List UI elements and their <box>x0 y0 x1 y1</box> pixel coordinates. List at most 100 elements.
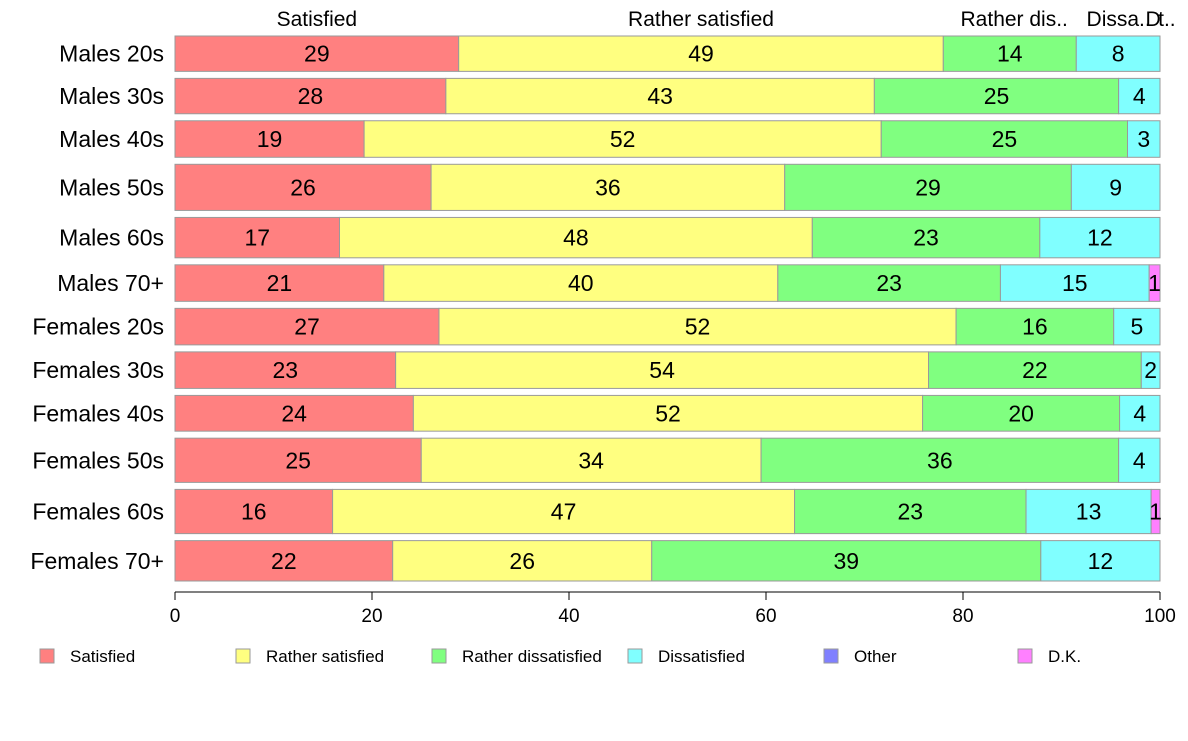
data-label: 23 <box>273 357 299 383</box>
bar-segment <box>332 488 796 535</box>
data-label: 34 <box>578 447 604 473</box>
data-label: 25 <box>992 126 1018 152</box>
bar-segment <box>174 351 397 389</box>
data-label: 43 <box>647 83 673 109</box>
bar-segment <box>338 216 813 259</box>
category-label: Males 30s <box>59 83 164 109</box>
category-label: Females 20s <box>32 314 164 340</box>
bar-segment <box>430 163 786 211</box>
data-label: 54 <box>649 357 675 383</box>
bar-segment <box>174 77 447 115</box>
category-label: Females 40s <box>32 400 164 426</box>
data-label: 5 <box>1130 314 1143 340</box>
bar-segment <box>955 307 1115 346</box>
data-label: 13 <box>1076 499 1102 525</box>
bar-segment <box>1118 437 1161 483</box>
data-label: 47 <box>551 499 577 525</box>
category-label: Females 70+ <box>30 548 164 574</box>
bar-segment <box>811 216 1041 259</box>
data-label: 1 <box>1149 499 1162 525</box>
data-label: 4 <box>1133 447 1146 473</box>
legend-swatch <box>823 648 839 664</box>
legend-label: Satisfied <box>70 647 135 666</box>
bar-segment <box>1075 35 1161 72</box>
category-label: Females 30s <box>32 357 164 383</box>
data-label: 4 <box>1133 83 1146 109</box>
data-label: 52 <box>685 314 711 340</box>
category-label: Females 50s <box>32 447 164 473</box>
data-label: 12 <box>1087 225 1113 251</box>
bar-segment <box>420 437 762 483</box>
data-label: 15 <box>1062 270 1088 296</box>
bar-segment <box>174 307 440 346</box>
bar-segment <box>1148 264 1161 302</box>
data-label: 25 <box>285 447 311 473</box>
bar-segment <box>445 77 875 115</box>
category-label: Males 40s <box>59 126 164 152</box>
bar-segment <box>174 437 422 483</box>
data-label: 8 <box>1112 41 1125 67</box>
legend-swatch <box>235 648 251 664</box>
bar-segment <box>1025 488 1152 535</box>
bar-segment <box>383 264 779 302</box>
data-label: 36 <box>595 174 621 200</box>
bar-segment <box>174 264 385 302</box>
data-label: 39 <box>833 548 859 574</box>
bar-segment <box>174 540 394 582</box>
series-top-label: t.. <box>1158 8 1176 31</box>
data-label: 48 <box>563 225 589 251</box>
bar-segment <box>922 394 1121 432</box>
category-label: Males 20s <box>59 41 164 67</box>
bar-segment <box>1113 307 1161 346</box>
series-top-label: Rather dis.. <box>961 8 1068 31</box>
bar-segment <box>1119 394 1161 432</box>
bar-segment <box>1150 488 1161 535</box>
category-label: Males 70+ <box>57 270 164 296</box>
category-label: Males 50s <box>59 174 164 200</box>
data-label: 29 <box>915 174 941 200</box>
bar-segment <box>928 351 1142 389</box>
data-label: 12 <box>1088 548 1114 574</box>
data-label: 22 <box>1022 357 1048 383</box>
series-top-label: Dissa.. <box>1087 8 1151 31</box>
bar-segment <box>174 394 414 432</box>
data-label: 21 <box>267 270 293 296</box>
legend-label: Dissatisfied <box>658 647 745 666</box>
x-tick-label: 80 <box>952 606 973 627</box>
data-label: 2 <box>1144 357 1157 383</box>
data-label: 23 <box>898 499 924 525</box>
data-label: 23 <box>876 270 902 296</box>
bar-segment <box>1140 351 1161 389</box>
data-label: 29 <box>304 41 330 67</box>
data-label: 19 <box>257 126 283 152</box>
category-label: Males 60s <box>59 225 164 251</box>
bar-segment <box>760 437 1120 483</box>
data-label: 20 <box>1008 400 1034 426</box>
data-label: 28 <box>298 83 324 109</box>
x-tick-label: 20 <box>361 606 382 627</box>
legend-label: D.K. <box>1048 647 1081 666</box>
x-tick-label: 40 <box>558 606 579 627</box>
legend-swatch <box>627 648 643 664</box>
bar-segment <box>1039 216 1161 259</box>
bar-segment <box>174 163 432 211</box>
bar-segment <box>174 120 365 158</box>
data-label: 49 <box>688 41 714 67</box>
data-label: 25 <box>984 83 1010 109</box>
bar-segment <box>873 77 1120 115</box>
data-label: 16 <box>241 499 267 525</box>
x-tick-label: 0 <box>170 606 181 627</box>
data-label: 52 <box>610 126 636 152</box>
legend-label: Rather satisfied <box>266 647 384 666</box>
bar-segment <box>777 264 1001 302</box>
data-label: 4 <box>1133 400 1146 426</box>
bar-segment <box>458 35 944 72</box>
data-label: 9 <box>1109 174 1122 200</box>
data-label: 24 <box>281 400 307 426</box>
bar-segment <box>174 488 334 535</box>
data-label: 40 <box>568 270 594 296</box>
series-top-label: Satisfied <box>277 8 358 31</box>
data-label: 26 <box>509 548 535 574</box>
